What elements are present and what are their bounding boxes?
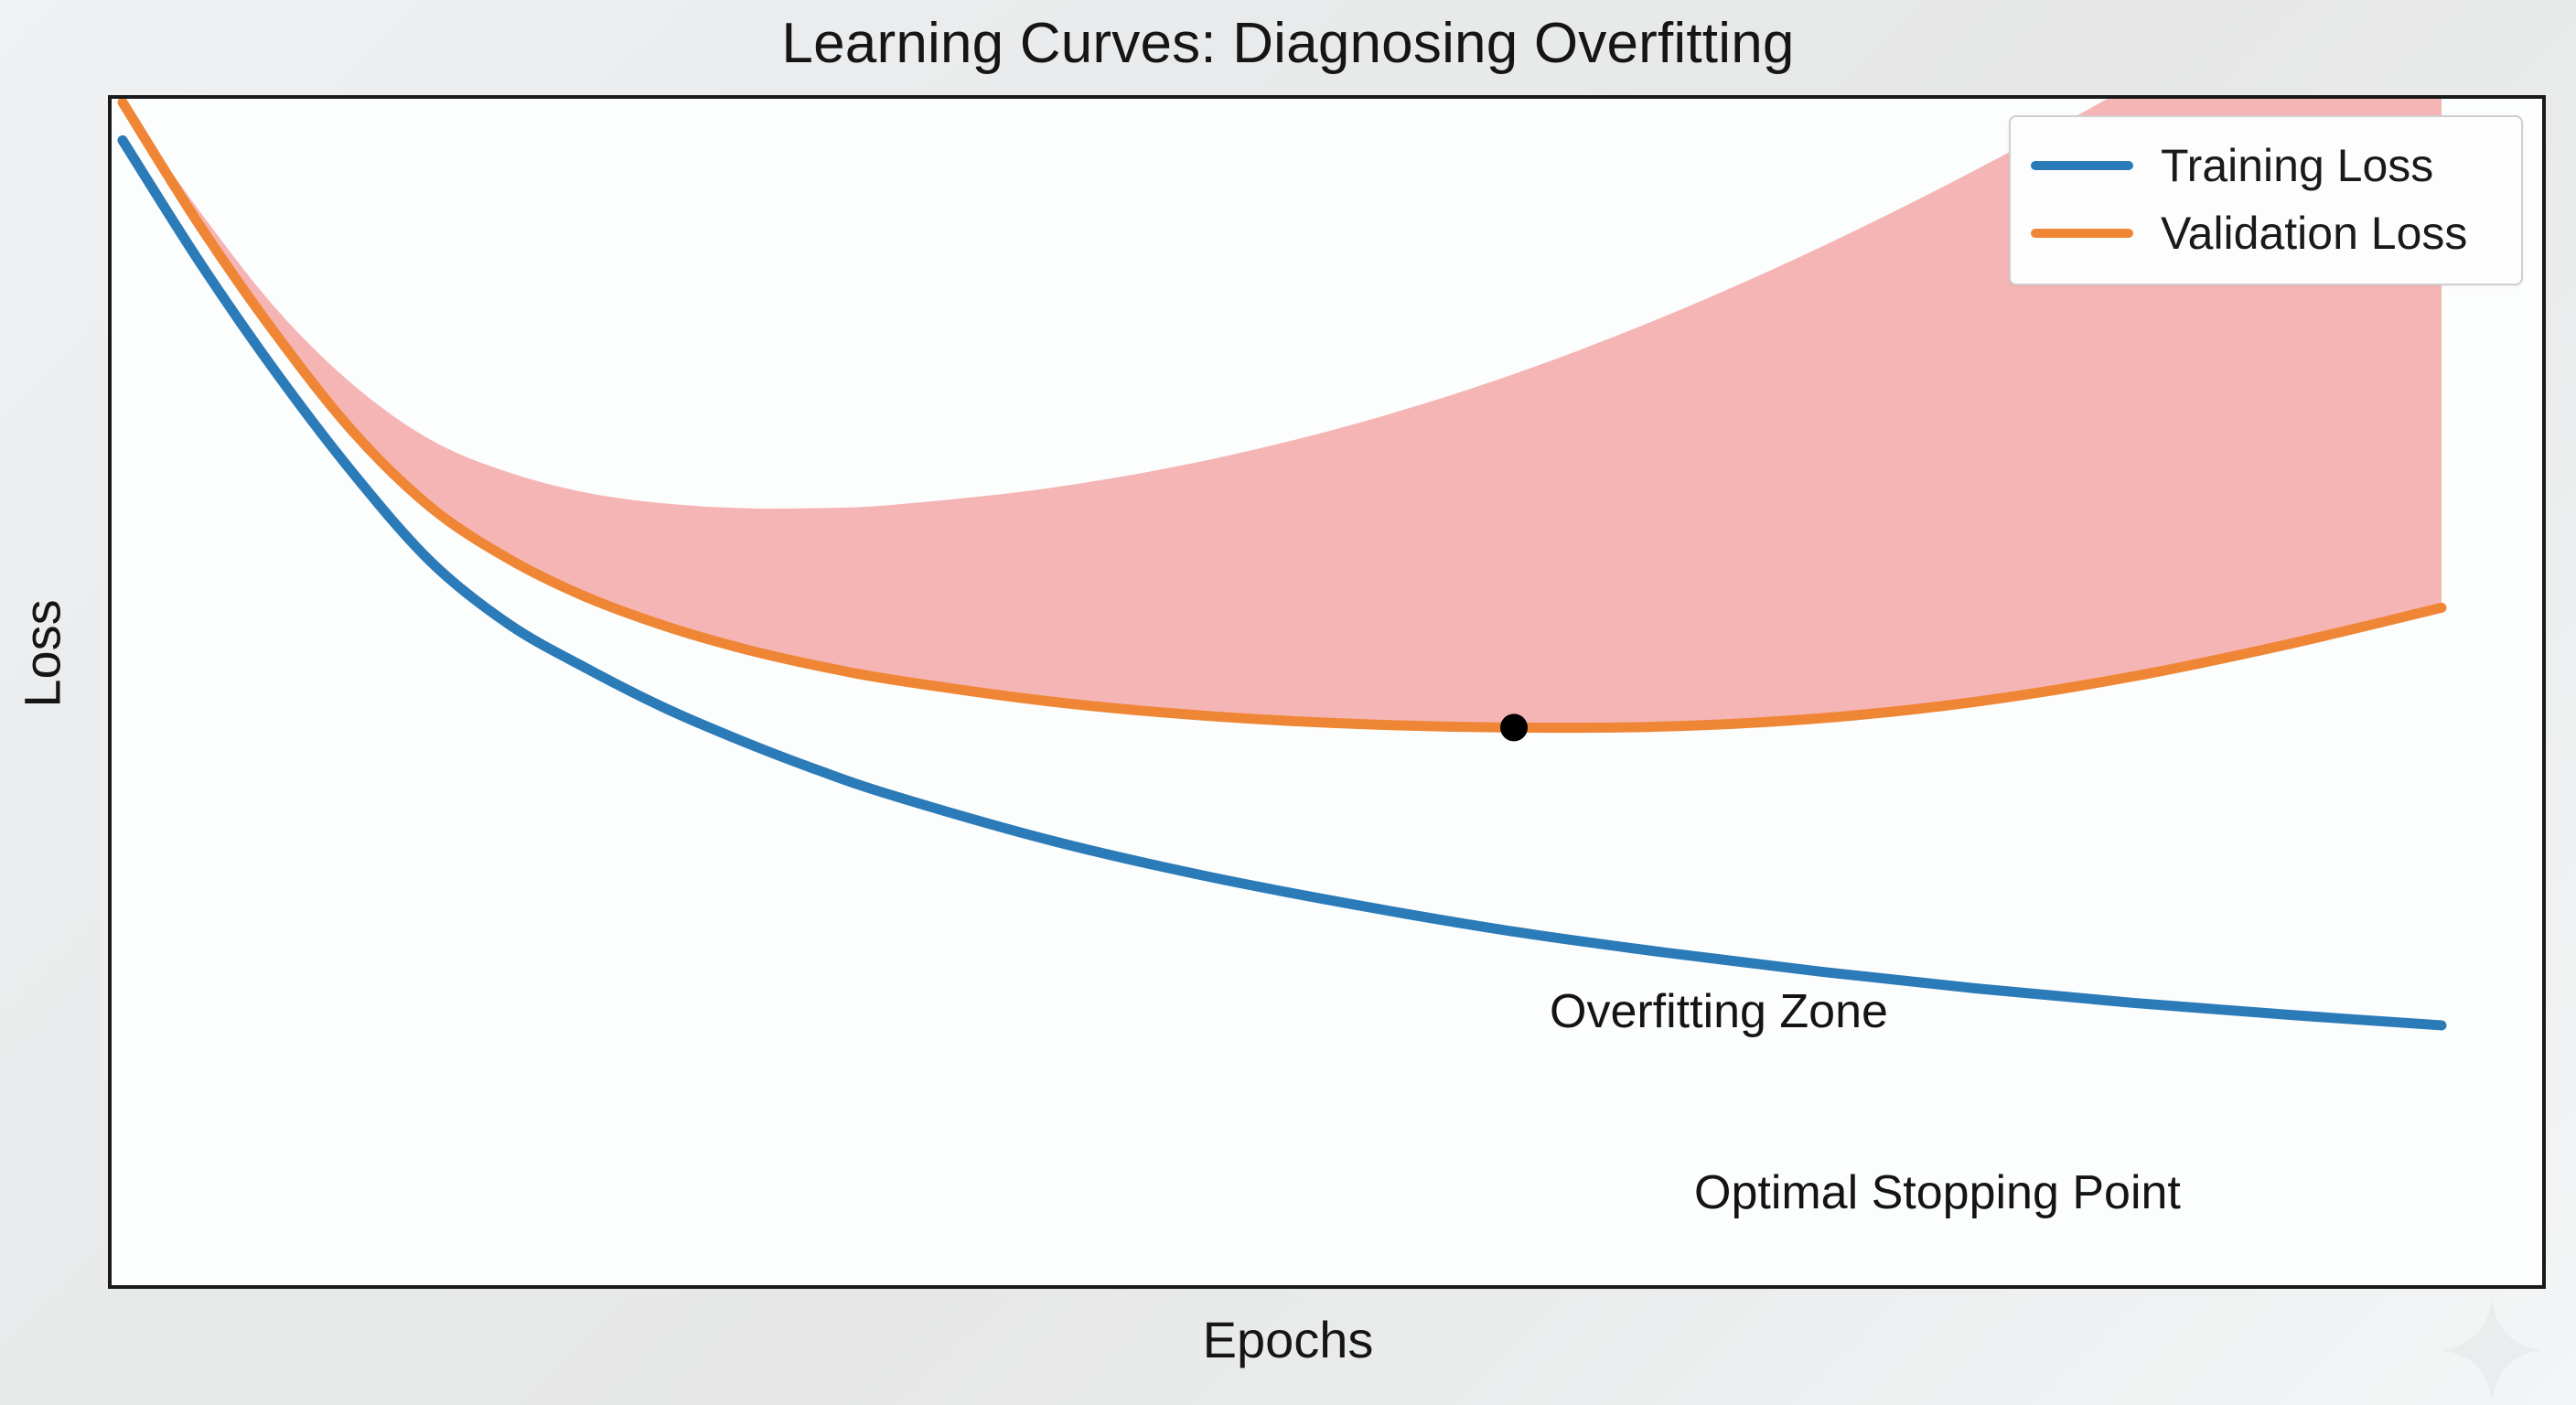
plot-area: Overfitting Zone Optimal Stopping Point bbox=[108, 95, 2546, 1289]
y-axis-label: Loss bbox=[13, 599, 71, 708]
annotation-optimal-stopping-point: Optimal Stopping Point bbox=[1694, 1166, 2181, 1219]
legend-item-training-loss: Training Loss bbox=[2031, 132, 2501, 199]
annotation-overfitting-zone: Overfitting Zone bbox=[1550, 985, 1888, 1038]
page-title: Learning Curves: Diagnosing Overfitting bbox=[781, 12, 1795, 75]
legend-label-training-loss: Training Loss bbox=[2161, 140, 2434, 191]
optimal-stopping-marker bbox=[1500, 713, 1528, 742]
plot-canvas bbox=[117, 99, 2447, 1031]
sparkle-watermark bbox=[2441, 1299, 2543, 1401]
legend-swatch-validation-loss bbox=[2031, 229, 2133, 238]
legend: Training Loss Validation Loss bbox=[2009, 115, 2523, 285]
training-loss-curve bbox=[117, 134, 2447, 1031]
legend-label-validation-loss: Validation Loss bbox=[2161, 208, 2468, 259]
x-axis-label: Epochs bbox=[1202, 1311, 1374, 1368]
legend-swatch-training-loss bbox=[2031, 161, 2133, 170]
overfitting-band bbox=[123, 99, 2442, 728]
validation-loss-curve bbox=[117, 99, 2447, 734]
legend-item-validation-loss: Validation Loss bbox=[2031, 199, 2501, 267]
